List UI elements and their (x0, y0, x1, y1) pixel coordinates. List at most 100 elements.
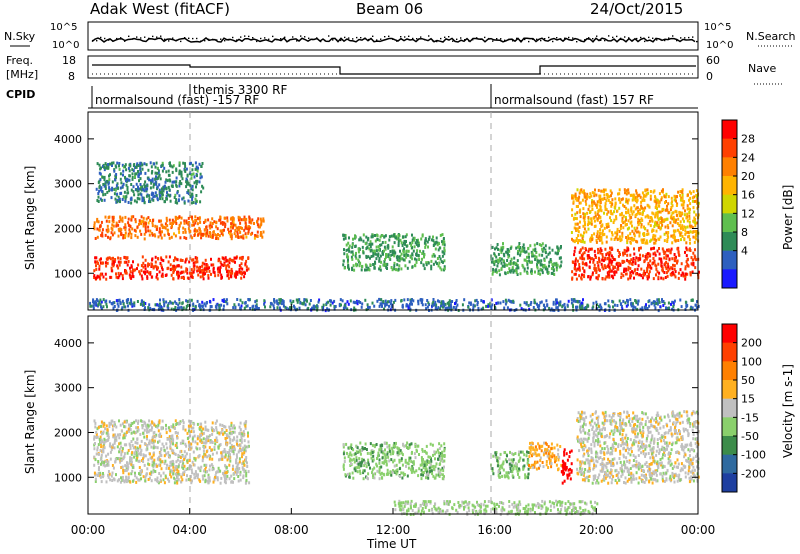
range-gate-cell (152, 265, 155, 269)
noise-search-dot (276, 38, 278, 41)
range-gate-cell (99, 440, 102, 444)
range-gate-cell (559, 246, 562, 250)
range-gate-cell (502, 245, 505, 249)
range-gate-cell (146, 430, 148, 434)
range-gate-cell (159, 298, 161, 302)
noise-search-dot (288, 40, 290, 42)
range-gate-cell (482, 300, 485, 303)
range-gate-cell (147, 229, 150, 233)
noise-search-dot (236, 39, 238, 41)
range-gate-cell (650, 238, 653, 242)
range-gate-cell (98, 466, 100, 470)
range-gate-cell (497, 258, 500, 262)
range-gate-cell (230, 449, 233, 453)
range-gate-cell (641, 218, 644, 222)
range-gate-cell (232, 430, 234, 434)
range-gate-cell (433, 302, 436, 306)
noise-search-dot (600, 39, 602, 41)
range-gate-cell (204, 420, 207, 424)
range-gate-cell (604, 247, 607, 251)
range-gate-cell (185, 257, 188, 261)
range-gate-cell (176, 272, 178, 276)
range-gate-cell (641, 306, 644, 310)
range-gate-cell (627, 248, 630, 252)
range-gate-cell (550, 260, 553, 264)
range-gate-cell (614, 206, 617, 210)
range-gate-cell (146, 276, 149, 280)
range-gate-cell (170, 425, 173, 429)
range-gate-cell (524, 250, 527, 254)
range-gate-cell (98, 163, 101, 167)
range-gate-cell (199, 220, 202, 224)
range-gate-cell (366, 303, 369, 307)
range-gate-cell (398, 255, 401, 259)
range-gate-cell (110, 448, 113, 452)
range-gate-cell (121, 475, 124, 479)
range-gate-cell (321, 305, 324, 309)
range-gate-cell (598, 305, 600, 308)
range-gate-cell (143, 302, 145, 306)
range-gate-cell (125, 260, 128, 264)
range-gate-cell (689, 196, 692, 200)
range-gate-cell (364, 263, 367, 267)
range-gate-cell (167, 477, 169, 481)
range-gate-cell (631, 302, 634, 306)
range-gate-cell (255, 299, 258, 303)
range-gate-cell (600, 189, 603, 193)
range-gate-cell (409, 298, 412, 302)
range-gate-cell (521, 247, 524, 251)
range-gate-cell (666, 224, 669, 227)
range-gate-cell (233, 303, 236, 307)
range-gate-cell (232, 306, 235, 310)
nave-tick-top: 60 (706, 54, 720, 67)
range-gate-cell (136, 235, 139, 239)
range-gate-cell (189, 229, 192, 233)
range-gate-cell (637, 264, 640, 268)
range-gate-cell (174, 300, 177, 304)
range-gate-cell (619, 253, 621, 256)
range-gate-cell (149, 200, 152, 204)
range-gate-cell (102, 445, 105, 449)
range-gate-cell (247, 298, 250, 301)
range-gate-cell (428, 235, 431, 239)
range-gate-cell (230, 423, 233, 427)
range-gate-cell (378, 238, 381, 242)
range-gate-cell (597, 256, 600, 260)
range-gate-cell (398, 264, 401, 268)
range-gate-cell (256, 230, 259, 234)
range-gate-cell (194, 161, 197, 165)
range-gate-cell (173, 451, 176, 455)
range-gate-cell (631, 238, 634, 241)
range-gate-cell (436, 243, 439, 247)
range-gate-cell (152, 198, 155, 202)
range-gate-cell (504, 302, 507, 306)
range-gate-cell (533, 243, 536, 247)
range-gate-cell (443, 249, 446, 253)
range-gate-cell (610, 261, 613, 265)
range-gate-cell (206, 228, 209, 232)
range-gate-cell (487, 304, 489, 308)
power-ylabel: Slant Range [km] (23, 166, 37, 270)
range-gate-cell (584, 223, 586, 227)
range-gate-cell (159, 474, 162, 478)
range-gate-cell (219, 270, 221, 274)
range-gate-cell (176, 258, 179, 262)
range-gate-cell (159, 458, 162, 462)
range-gate-cell (100, 462, 102, 466)
range-gate-cell (194, 201, 197, 205)
range-gate-cell (610, 194, 612, 198)
range-gate-cell (526, 271, 529, 275)
range-gate-cell (123, 436, 126, 440)
range-gate-cell (205, 264, 208, 268)
range-gate-cell (361, 245, 364, 249)
range-gate-cell (140, 448, 143, 452)
range-gate-cell (155, 182, 158, 186)
noise-search-dot (476, 37, 478, 39)
range-gate-cell (139, 229, 142, 233)
range-gate-cell (301, 302, 304, 306)
range-gate-cell (122, 236, 125, 240)
range-gate-cell (109, 457, 112, 461)
noise-search-dot (632, 39, 634, 42)
range-gate-cell (94, 237, 97, 240)
range-gate-cell (233, 445, 236, 448)
